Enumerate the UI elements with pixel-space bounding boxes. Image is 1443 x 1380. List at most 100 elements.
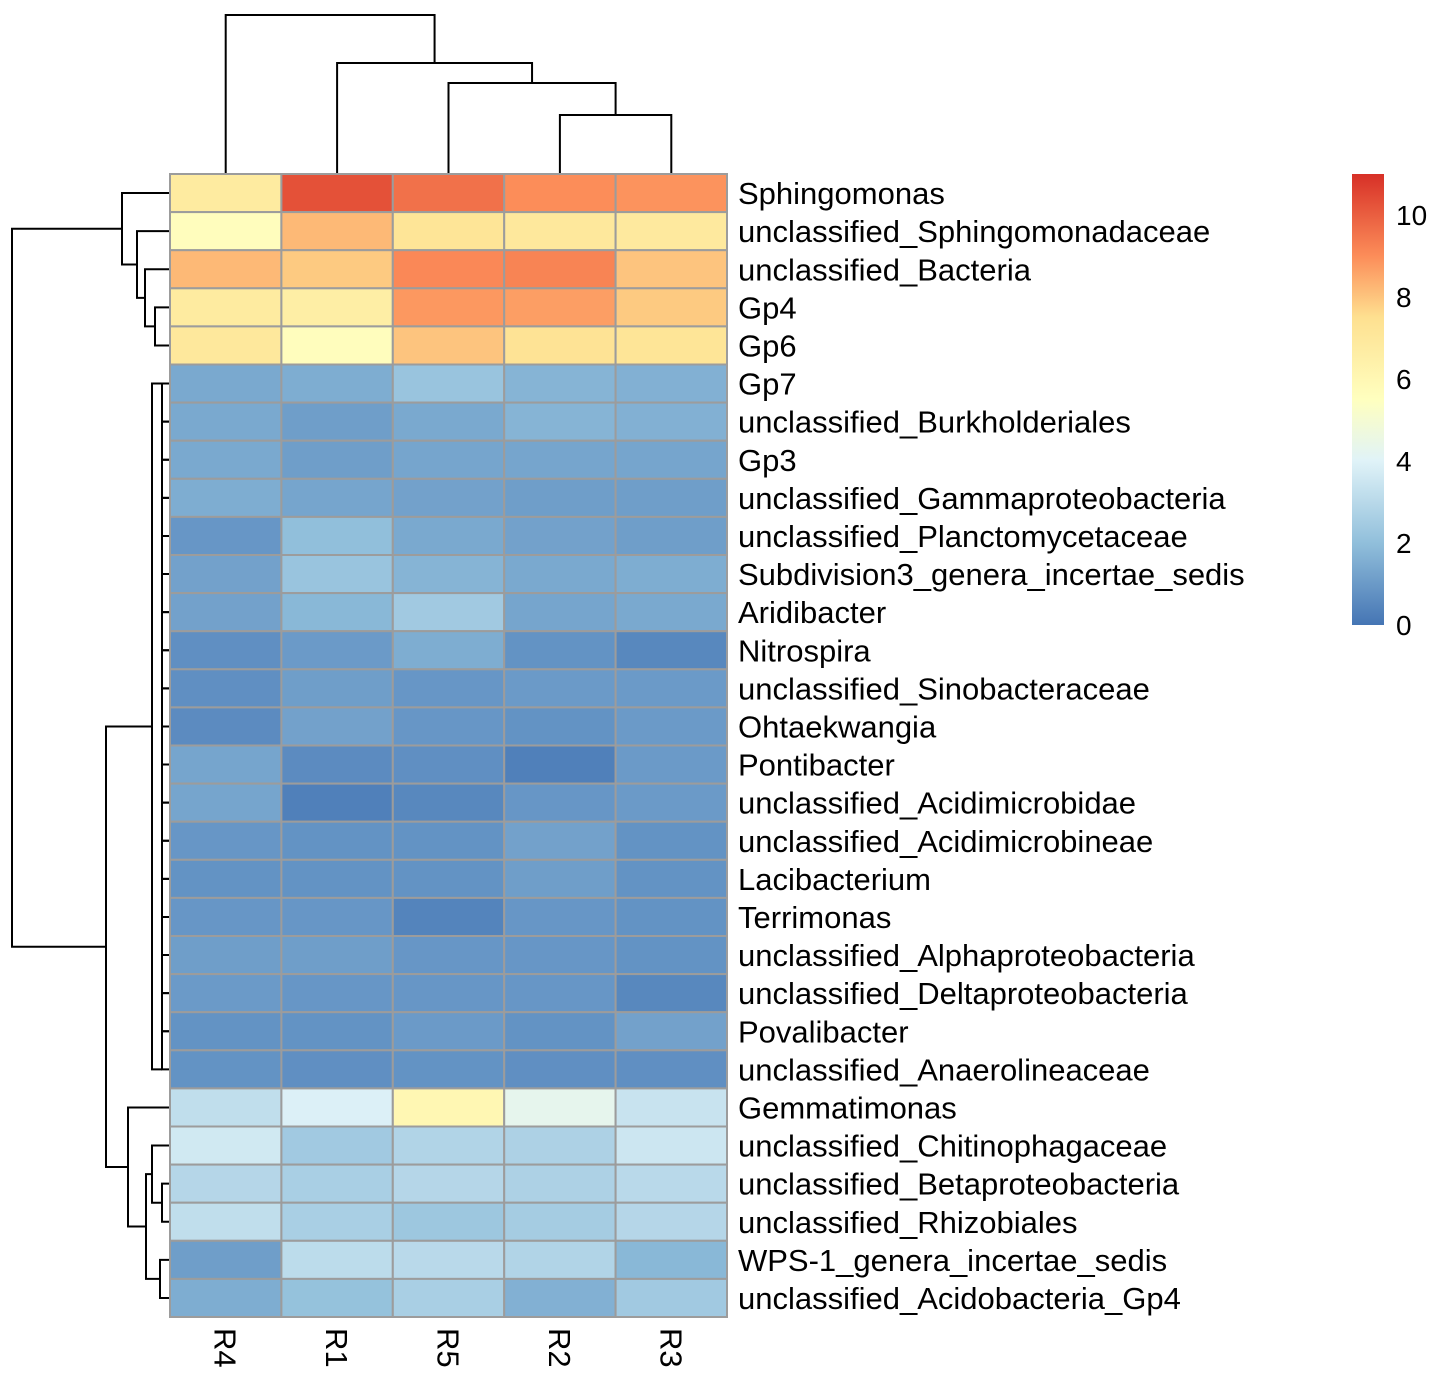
dendrogram-branch bbox=[161, 420, 170, 461]
heatmap-cell bbox=[169, 477, 283, 518]
heatmap-cell bbox=[280, 1011, 394, 1052]
heatmap-cell bbox=[503, 439, 617, 480]
heatmap-cell bbox=[391, 592, 506, 633]
heatmap-cell bbox=[280, 515, 394, 557]
row-label: Povalibacter bbox=[738, 1014, 909, 1049]
heatmap-cell bbox=[169, 896, 283, 938]
heatmap-cell bbox=[614, 858, 728, 899]
dendrogram-branch bbox=[161, 877, 170, 918]
heatmap-cell bbox=[391, 477, 506, 518]
row-label: Gp6 bbox=[738, 328, 797, 363]
heatmap-cell bbox=[391, 1125, 506, 1166]
dendrogram-branch bbox=[558, 114, 673, 174]
heatmap-cell bbox=[280, 706, 394, 747]
heatmap-cell bbox=[280, 1049, 394, 1090]
heatmap-cell bbox=[614, 782, 728, 823]
heatmap-cell bbox=[280, 896, 394, 938]
heatmap-cell bbox=[391, 211, 506, 252]
heatmap-cell bbox=[503, 325, 617, 366]
heatmap-cell bbox=[169, 630, 283, 671]
heatmap-cell bbox=[280, 1277, 394, 1319]
heatmap-cell bbox=[391, 973, 506, 1014]
heatmap-cell bbox=[391, 820, 506, 861]
heatmap-cell bbox=[169, 363, 283, 404]
heatmap-cell bbox=[169, 1049, 283, 1090]
heatmap-cell bbox=[614, 1163, 728, 1204]
row-label: Ohtaekwangia bbox=[738, 709, 937, 744]
row-label: unclassified_Anaerolineaceae bbox=[738, 1052, 1150, 1087]
heatmap-cell bbox=[169, 249, 283, 290]
dendrogram-branch bbox=[161, 992, 170, 1033]
dendrogram-branch bbox=[105, 725, 152, 1168]
heatmap-cell bbox=[503, 1049, 617, 1090]
heatmap-cell bbox=[614, 1049, 728, 1090]
heatmap-cell bbox=[169, 439, 283, 480]
row-label: Terrimonas bbox=[738, 900, 891, 935]
heatmap-cell bbox=[614, 211, 728, 252]
heatmap-cell bbox=[169, 668, 283, 709]
heatmap-cell bbox=[503, 896, 617, 938]
heatmap-cell bbox=[169, 1277, 283, 1319]
heatmap-cell bbox=[614, 820, 728, 861]
dendrogram-branch bbox=[161, 725, 170, 766]
heatmap-cell bbox=[614, 896, 728, 938]
row-label: Gp3 bbox=[738, 443, 797, 478]
heatmap-cell bbox=[614, 554, 728, 595]
heatmap-cell bbox=[503, 1239, 617, 1280]
heatmap-cell bbox=[614, 630, 728, 671]
heatmap-cell bbox=[391, 744, 506, 785]
heatmap-cell bbox=[503, 858, 617, 899]
column-label: R3 bbox=[653, 1328, 688, 1368]
heatmap-cell bbox=[391, 287, 506, 328]
heatmap-cell bbox=[280, 439, 394, 480]
dendrogram-branch bbox=[161, 382, 170, 423]
heatmap-cell bbox=[614, 1087, 728, 1128]
heatmap-cell bbox=[503, 401, 617, 442]
dendrogram-branch bbox=[11, 227, 122, 948]
heatmap-cell bbox=[503, 477, 617, 518]
heatmap-cell bbox=[391, 630, 506, 671]
heatmap-cell bbox=[169, 744, 283, 785]
heatmap-cell bbox=[614, 1011, 728, 1052]
row-label: Lacibacterium bbox=[738, 862, 931, 897]
heatmap-cell bbox=[391, 1011, 506, 1052]
row-label: unclassified_Chitinophagaceae bbox=[738, 1129, 1167, 1164]
heatmap-cell bbox=[503, 592, 617, 633]
heatmap-cell bbox=[503, 1277, 617, 1319]
heatmap-cell bbox=[169, 1087, 283, 1128]
heatmap-cell bbox=[169, 935, 283, 976]
heatmap-cell bbox=[614, 744, 728, 785]
heatmap-cell bbox=[280, 935, 394, 976]
heatmap-cell bbox=[503, 249, 617, 290]
heatmap-cell bbox=[169, 1125, 283, 1166]
row-label: unclassified_Deltaproteobacteria bbox=[738, 976, 1189, 1011]
dendrogram-branch bbox=[154, 306, 170, 347]
legend-tick-label: 4 bbox=[1396, 446, 1412, 477]
heatmap-cell bbox=[391, 782, 506, 823]
heatmap-cell bbox=[614, 515, 728, 557]
heatmap-cell bbox=[503, 1011, 617, 1052]
heatmap-cell bbox=[391, 706, 506, 747]
dendrogram-branch bbox=[161, 611, 170, 652]
heatmap-cell bbox=[391, 1049, 506, 1090]
dendrogram-branch bbox=[161, 1030, 170, 1071]
legend-tick-label: 6 bbox=[1396, 364, 1412, 395]
row-label: Sphingomonas bbox=[738, 176, 945, 211]
heatmap-cell bbox=[280, 1239, 394, 1280]
row-label: unclassified_Planctomycetaceae bbox=[738, 519, 1188, 554]
row-label: unclassified_Gammaproteobacteria bbox=[738, 481, 1226, 516]
column-label: R2 bbox=[542, 1328, 577, 1368]
heatmap-cell bbox=[280, 554, 394, 595]
heatmap-cell bbox=[391, 1201, 506, 1242]
heatmap-cell bbox=[169, 325, 283, 366]
heatmap-cell bbox=[614, 477, 728, 518]
heatmap-cell bbox=[503, 782, 617, 823]
heatmap-cell bbox=[280, 1201, 394, 1242]
column-label: R5 bbox=[431, 1328, 466, 1368]
heatmap-cell bbox=[391, 935, 506, 976]
heatmap-cell bbox=[503, 211, 617, 252]
heatmap-cell bbox=[503, 668, 617, 709]
heatmap-cell bbox=[280, 1087, 394, 1128]
heatmap-cell bbox=[503, 287, 617, 328]
